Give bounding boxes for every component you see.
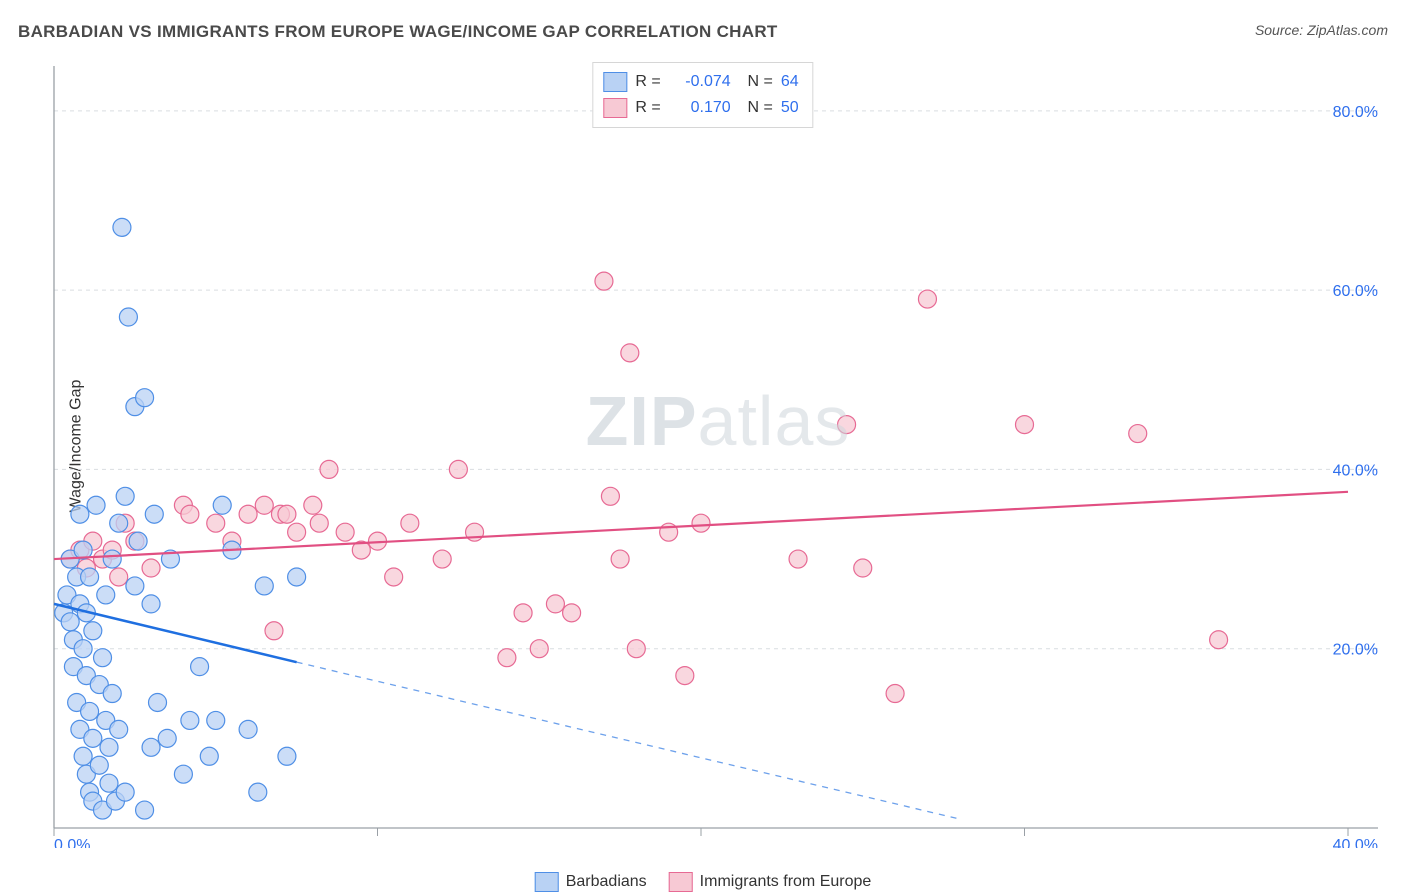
svg-text:80.0%: 80.0% — [1333, 104, 1378, 121]
legend-swatch-barbadians — [535, 872, 559, 892]
legend-swatch-immigrants — [669, 872, 693, 892]
corr-n-immigrants: 50 — [781, 95, 799, 121]
svg-text:40.0%: 40.0% — [1333, 837, 1378, 848]
legend-item-barbadians: Barbadians — [535, 872, 647, 892]
svg-text:0.0%: 0.0% — [54, 837, 90, 848]
legend-label-immigrants: Immigrants from Europe — [700, 873, 872, 891]
chart-header: BARBADIAN VS IMMIGRANTS FROM EUROPE WAGE… — [18, 22, 1388, 52]
swatch-immigrants — [603, 98, 627, 118]
correlation-legend: R = -0.074 N = 64 R = 0.170 N = 50 — [592, 62, 813, 128]
corr-r-immigrants: 0.170 — [669, 95, 731, 121]
svg-text:60.0%: 60.0% — [1333, 283, 1378, 300]
corr-row-immigrants: R = 0.170 N = 50 — [603, 95, 798, 121]
corr-r-label: R = — [635, 95, 660, 121]
corr-row-barbadians: R = -0.074 N = 64 — [603, 69, 798, 95]
svg-text:20.0%: 20.0% — [1333, 642, 1378, 659]
source-attribution: Source: ZipAtlas.com — [1255, 22, 1388, 38]
legend-label-barbadians: Barbadians — [566, 873, 647, 891]
swatch-barbadians — [603, 72, 627, 92]
scatter-plot-svg: 20.0% 40.0% 60.0% 80.0% 0.0% 40.0% — [48, 58, 1388, 848]
legend-item-immigrants: Immigrants from Europe — [669, 872, 872, 892]
corr-r-label: R = — [635, 69, 660, 95]
chart-plot-area: 20.0%40.0%60.0%80.0%0.0%40.0% ZIPatlas — [48, 58, 1388, 848]
corr-n-label: N = — [739, 95, 773, 121]
corr-r-barbadians: -0.074 — [669, 69, 731, 95]
svg-text:40.0%: 40.0% — [1333, 462, 1378, 479]
series-legend: Barbadians Immigrants from Europe — [535, 872, 872, 892]
corr-n-barbadians: 64 — [781, 69, 799, 95]
corr-n-label: N = — [739, 69, 773, 95]
chart-title: BARBADIAN VS IMMIGRANTS FROM EUROPE WAGE… — [18, 22, 778, 41]
